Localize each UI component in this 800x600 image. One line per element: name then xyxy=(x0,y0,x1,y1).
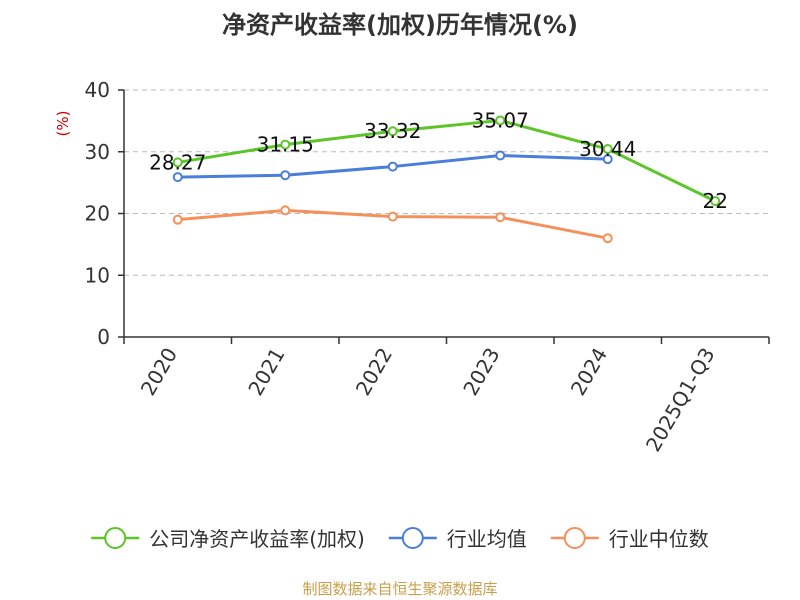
series xyxy=(172,115,721,244)
data-point[interactable] xyxy=(602,233,613,244)
legend-marker-icon xyxy=(401,527,424,549)
data-label: 30.44 xyxy=(579,137,636,161)
data-label: 35.07 xyxy=(472,108,529,132)
legend[interactable]: 公司净资产收益率(加权) 行业均值 行业中位数 xyxy=(91,527,709,551)
data-point[interactable] xyxy=(172,157,183,168)
y-tick-label: 20 xyxy=(85,202,110,226)
axes: 0 10 20 30 40 2020 2021 2022 2023 2024 2025Q1-Q3 xyxy=(85,78,770,456)
data-point[interactable] xyxy=(280,139,291,150)
data-point[interactable] xyxy=(280,205,291,216)
data-label: 22 xyxy=(703,189,728,213)
y-axis-label: (%) xyxy=(54,111,72,137)
legend-marker-icon xyxy=(104,527,127,549)
data-point[interactable] xyxy=(602,144,613,155)
legend-label: 公司净资产收益率(加权) xyxy=(149,527,365,551)
x-tick-label: 2021 xyxy=(243,344,289,400)
data-point[interactable] xyxy=(280,170,291,181)
legend-label: 行业均值 xyxy=(447,527,527,551)
series-line-0 xyxy=(177,118,716,203)
legend-label: 行业中位数 xyxy=(609,527,709,551)
data-point[interactable] xyxy=(387,211,398,222)
data-point[interactable] xyxy=(172,172,183,183)
source-note: 制图数据来自恒生聚源数据库 xyxy=(302,580,497,598)
data-point[interactable] xyxy=(495,212,506,223)
x-tick-label: 2020 xyxy=(136,344,182,400)
data-labels: 28.27 31.15 33.32 35.07 30.44 22 xyxy=(149,108,728,213)
data-point[interactable] xyxy=(387,126,398,137)
data-label: 31.15 xyxy=(257,133,314,157)
legend-marker-icon xyxy=(563,527,586,549)
legend-item[interactable]: 行业中位数 xyxy=(550,527,709,551)
x-tick-label: 2024 xyxy=(566,344,612,400)
x-tick-label: 2022 xyxy=(351,344,397,400)
data-point[interactable] xyxy=(602,154,613,165)
y-tick-label: 40 xyxy=(85,78,110,102)
data-point[interactable] xyxy=(495,115,506,126)
y-tick-label: 10 xyxy=(85,263,110,287)
y-tick-label: 0 xyxy=(97,325,110,349)
legend-item[interactable]: 行业均值 xyxy=(388,527,527,551)
data-point[interactable] xyxy=(387,161,398,172)
grid xyxy=(124,89,769,276)
data-point[interactable] xyxy=(710,196,721,207)
chart-title: 净资产收益率(加权)历年情况(%) xyxy=(222,11,578,39)
y-tick-label: 30 xyxy=(85,140,110,164)
data-point[interactable] xyxy=(495,150,506,161)
data-label: 28.27 xyxy=(149,150,206,174)
legend-item[interactable]: 公司净资产收益率(加权) xyxy=(91,527,365,551)
x-tick-label: 2025Q1-Q3 xyxy=(641,344,720,456)
data-point[interactable] xyxy=(172,214,183,225)
data-label: 33.32 xyxy=(364,119,421,143)
x-tick-label: 2023 xyxy=(458,344,504,400)
